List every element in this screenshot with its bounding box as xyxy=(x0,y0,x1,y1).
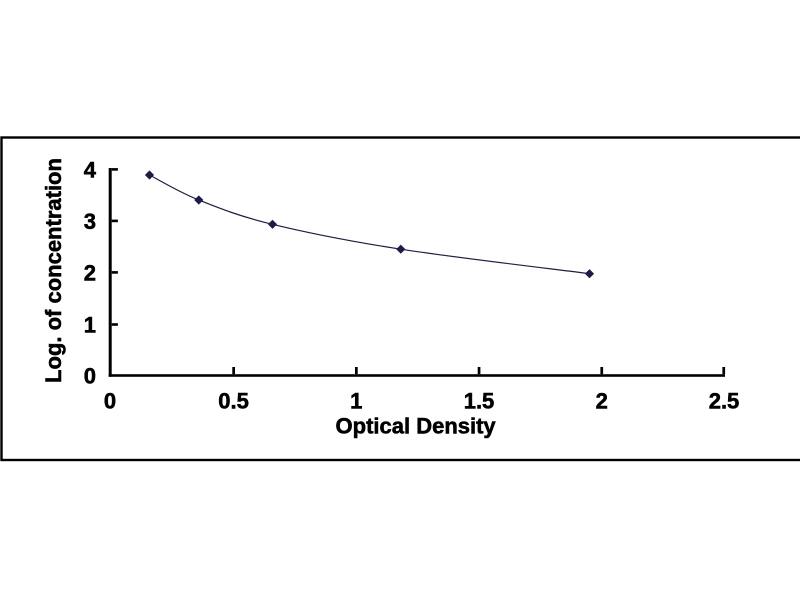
svg-text:2.5: 2.5 xyxy=(709,389,740,414)
svg-text:4: 4 xyxy=(84,158,97,183)
svg-text:0: 0 xyxy=(104,389,116,414)
svg-text:3: 3 xyxy=(84,209,96,234)
svg-text:2: 2 xyxy=(84,261,96,286)
svg-text:Log. of concentration: Log. of concentration xyxy=(41,158,66,383)
svg-text:1.5: 1.5 xyxy=(464,389,495,414)
svg-text:1: 1 xyxy=(350,389,362,414)
svg-text:1: 1 xyxy=(84,313,96,338)
svg-text:0: 0 xyxy=(84,364,96,389)
svg-text:Optical Density: Optical Density xyxy=(336,414,497,439)
svg-text:2: 2 xyxy=(596,389,608,414)
svg-text:0.5: 0.5 xyxy=(218,389,249,414)
